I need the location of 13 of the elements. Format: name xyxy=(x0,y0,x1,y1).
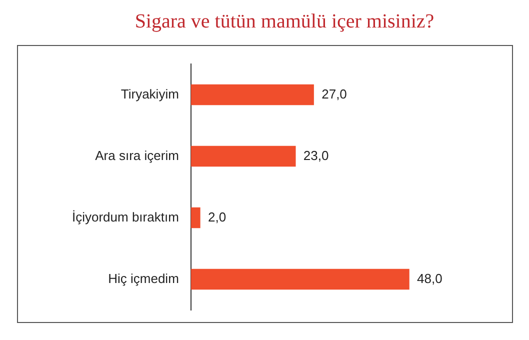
y-tick-label: Tiryakiyim xyxy=(120,86,179,102)
bar xyxy=(190,84,314,106)
data-label: 23,0 xyxy=(303,148,329,163)
data-label: 2,0 xyxy=(208,209,226,224)
chart-title: Sigara ve tütün mamülü içer misiniz? xyxy=(134,10,434,32)
data-label: 48,0 xyxy=(417,270,442,286)
bar xyxy=(190,207,200,228)
data-label: 27,0 xyxy=(322,86,347,102)
y-tick-label: Hiç içmedim xyxy=(108,270,179,286)
y-tick-label: Ara sıra içerim xyxy=(95,148,179,163)
bar xyxy=(190,268,410,290)
bar xyxy=(190,146,296,167)
y-tick-label: İçiyordum bıraktım xyxy=(72,209,179,224)
